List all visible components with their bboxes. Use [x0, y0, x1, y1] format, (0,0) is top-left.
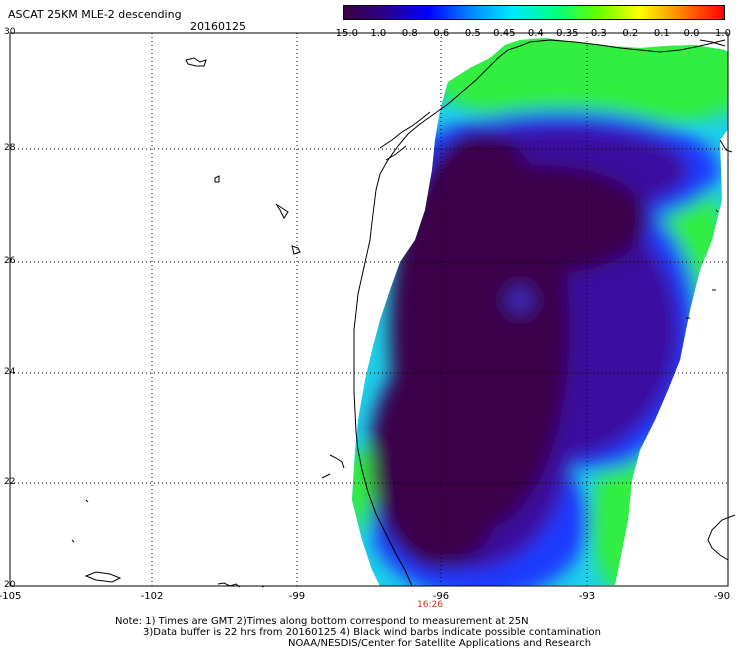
latitude-label: 28 [4, 143, 16, 153]
product-date: 20160125 [190, 20, 246, 33]
time-marker: 16:26 [417, 600, 443, 610]
note-line-1: Note: 1) Times are GMT 2)Times along bot… [115, 616, 529, 627]
product-title: ASCAT 25KM MLE-2 descending [8, 8, 182, 21]
swath-field [352, 38, 728, 586]
longitude-label: -105 [0, 591, 22, 602]
longitude-label: -93 [578, 591, 596, 602]
note-line-2: 3)Data buffer is 22 hrs from 20160125 4)… [143, 627, 601, 638]
longitude-label: -99 [288, 591, 306, 602]
credit-line: NOAA/NESDIS/Center for Satellite Applica… [288, 638, 592, 649]
longitude-label: -102 [140, 591, 164, 602]
graticule [10, 33, 728, 586]
longitude-label: -96 [432, 591, 450, 602]
longitude-label: -90 [713, 591, 731, 602]
plot-frame [9, 32, 729, 587]
latitude-label: 30 [4, 27, 16, 37]
latitude-label: 22 [4, 477, 16, 487]
coastline [353, 39, 736, 587]
latitude-label: 20 [4, 580, 16, 590]
latitude-label: 26 [4, 256, 16, 266]
colorbar [343, 5, 725, 20]
latitude-label: 24 [4, 367, 16, 377]
